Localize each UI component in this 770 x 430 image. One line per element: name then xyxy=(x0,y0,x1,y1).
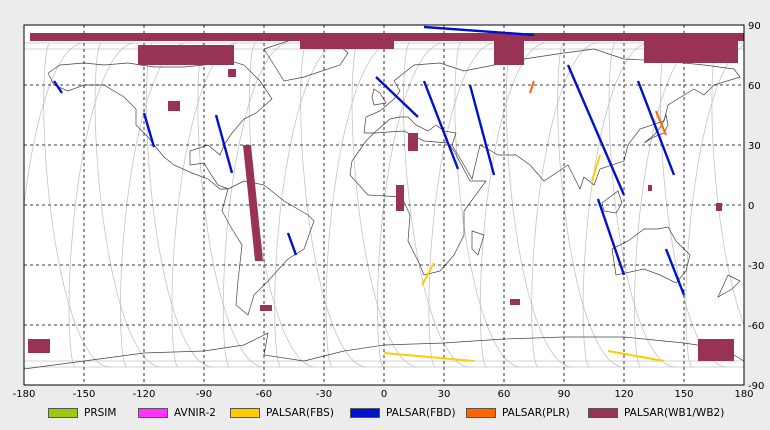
coastline-south-america xyxy=(221,180,315,316)
x-tick-label: -30 xyxy=(316,389,332,400)
orbit-track xyxy=(428,42,496,368)
swath-palsar-wb1-wb2 xyxy=(168,101,180,111)
swath-palsar-wb1-wb2 xyxy=(28,339,50,353)
coastline-antarctica-east xyxy=(23,332,745,370)
coastline-borneo xyxy=(601,190,623,214)
legend-swatch xyxy=(48,408,78,418)
orbit-track xyxy=(608,42,676,368)
x-tick-label: -180 xyxy=(13,389,36,400)
swath-palsar-wb1-wb2 xyxy=(300,33,394,49)
grid-lines xyxy=(24,25,744,385)
legend-label: PRSIM xyxy=(84,407,117,419)
orbit-track xyxy=(531,42,599,368)
coastline-africa xyxy=(349,130,487,276)
swath-palsar-fbd xyxy=(214,114,234,174)
y-tick-label: 60 xyxy=(748,81,761,92)
legend-swatch xyxy=(466,408,496,418)
coastline-madagascar xyxy=(471,230,485,256)
orbit-track xyxy=(634,42,701,368)
swath-palsar-fbs xyxy=(383,352,475,362)
x-tick-label: -150 xyxy=(73,389,96,400)
legend-swatch xyxy=(138,408,168,418)
legend-label: PALSAR(PLR) xyxy=(502,407,570,419)
swath-palsar-fbs xyxy=(591,154,601,182)
coastline-eurasia xyxy=(363,48,741,190)
y-tick-labels: 90 60 30 0 -30 -60 -90 xyxy=(748,21,764,392)
legend-item-palsar-fbs: PALSAR(FBS) xyxy=(230,404,334,422)
legend-label: PALSAR(FBS) xyxy=(266,407,334,419)
legend-item-palsar-fbd: PALSAR(FBD) xyxy=(350,404,456,422)
map-frame xyxy=(23,24,745,386)
legend-label: PALSAR(FBD) xyxy=(386,407,456,419)
x-tick-label: 150 xyxy=(674,389,693,400)
swath-palsar-wb1-wb2 xyxy=(260,305,272,311)
swath-palsar-wb1-wb2 xyxy=(396,185,404,211)
y-tick-label: -30 xyxy=(748,261,764,272)
y-tick-label: -90 xyxy=(748,381,764,392)
x-tick-labels: -180 -150 -120 -90 -60 -30 0 30 60 90 120 150 180 xyxy=(13,389,754,400)
orbit-track xyxy=(94,42,162,368)
swath-palsar-plr xyxy=(529,80,535,94)
swath-palsar-fbd xyxy=(468,84,496,176)
swath-palsar-wb1-wb2 xyxy=(648,185,652,191)
x-tick-label: -90 xyxy=(196,389,212,400)
x-tick-label: 60 xyxy=(498,389,511,400)
x-tick-label: -60 xyxy=(256,389,272,400)
swath-palsar-wb1-wb2 xyxy=(698,339,734,361)
legend-label: PALSAR(WB1/WB2) xyxy=(624,407,725,419)
coastline-japan xyxy=(643,113,669,144)
legend-item-prism: PRSIM xyxy=(48,404,116,422)
swath-palsar-fbd xyxy=(596,198,626,276)
swath-palsar-fbd xyxy=(142,112,156,148)
swath-palsar-fbs xyxy=(421,262,435,286)
legend-label: AVNIR-2 xyxy=(174,407,216,419)
coastline-australia xyxy=(611,226,691,284)
orbit-track xyxy=(274,42,342,368)
observation-swaths xyxy=(28,25,744,362)
swath-palsar-wb1-wb2 xyxy=(716,203,722,211)
x-tick-label: 0 xyxy=(381,389,387,400)
legend-swatch xyxy=(588,408,618,418)
swath-palsar-fbd xyxy=(423,25,535,37)
legend-swatch xyxy=(230,408,260,418)
x-tick-label: 90 xyxy=(558,389,571,400)
swath-palsar-fbd xyxy=(422,80,460,170)
y-tick-label: 30 xyxy=(748,141,761,152)
legend-swatch xyxy=(350,408,380,418)
x-tick-label: 120 xyxy=(614,389,633,400)
y-tick-label: 90 xyxy=(748,21,761,32)
coastline-north-america xyxy=(47,58,273,190)
x-tick-label: 180 xyxy=(734,389,753,400)
legend-item-avnir2: AVNIR-2 xyxy=(138,404,216,422)
swath-palsar-wb1-wb2 xyxy=(243,145,263,261)
swath-palsar-wb1-wb2 xyxy=(408,133,418,151)
swath-palsar-fbd xyxy=(566,64,626,196)
coastlines xyxy=(23,38,745,370)
x-tick-label: -120 xyxy=(133,389,156,400)
swath-palsar-fbs xyxy=(607,350,665,362)
swath-palsar-wb1-wb2 xyxy=(644,35,738,63)
x-tick-label: 30 xyxy=(438,389,451,400)
legend-item-palsar-plr: PALSAR(PLR) xyxy=(466,404,570,422)
swath-palsar-plr xyxy=(655,110,667,136)
legend-item-palsar-wb: PALSAR(WB1/WB2) xyxy=(588,404,724,422)
swath-palsar-wb1-wb2 xyxy=(494,41,524,65)
swath-palsar-fbd xyxy=(664,248,686,296)
orbit-track xyxy=(351,42,419,368)
y-tick-label: 0 xyxy=(748,201,754,212)
swath-palsar-wb1-wb2 xyxy=(138,45,234,65)
orbit-track xyxy=(454,42,522,368)
swath-palsar-wb1-wb2 xyxy=(228,69,236,77)
swath-palsar-fbd xyxy=(375,76,419,118)
swath-palsar-fbd xyxy=(53,80,63,94)
legend: PRSIM AVNIR-2 PALSAR(FBS) PALSAR(FBD) PA… xyxy=(48,404,748,422)
y-tick-label: -60 xyxy=(748,321,764,332)
swath-palsar-wb1-wb2 xyxy=(510,299,520,305)
swath-palsar-fbd xyxy=(286,232,298,256)
coastline-new-zealand xyxy=(717,274,741,298)
swath-palsar-fbd xyxy=(636,80,676,176)
